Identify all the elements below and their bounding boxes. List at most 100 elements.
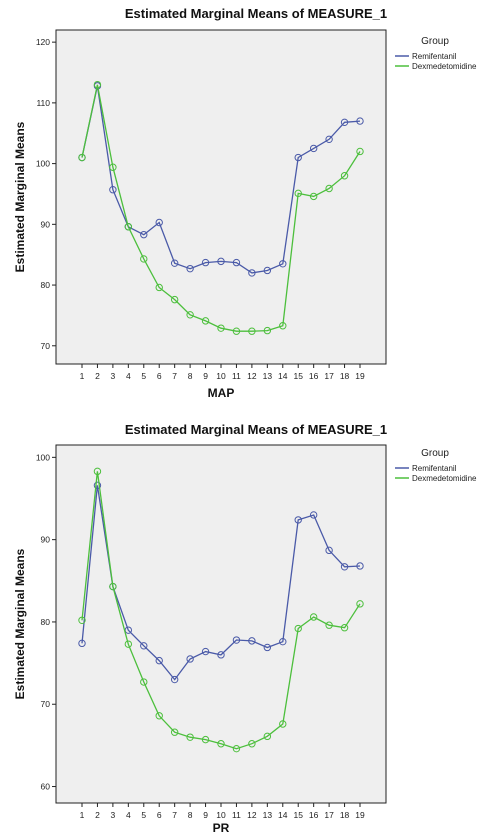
data-point: [340, 563, 349, 571]
series-line: [81, 485, 361, 681]
y-tick-label: 60: [41, 782, 51, 792]
y-tick-label: 70: [41, 699, 51, 709]
x-tick-label: 12: [247, 371, 257, 381]
data-point: [140, 230, 148, 239]
data-point: [109, 163, 117, 171]
data-point: [263, 326, 272, 335]
data-point: [109, 186, 117, 194]
x-tick-label: 16: [309, 371, 319, 381]
data-point: [93, 80, 102, 89]
series-line: [81, 471, 361, 750]
data-point: [294, 624, 302, 633]
data-point: [279, 720, 287, 728]
series-line: [81, 84, 361, 332]
x-tick-label: 10: [216, 371, 226, 381]
x-tick-label: 15: [293, 810, 303, 820]
data-point: [140, 255, 148, 263]
y-tick-label: 80: [41, 280, 51, 290]
y-tick-label: 90: [41, 535, 51, 545]
data-point: [248, 637, 256, 645]
data-point: [201, 647, 210, 656]
data-point: [170, 259, 179, 267]
x-tick-label: 7: [172, 810, 177, 820]
data-point: [309, 613, 318, 621]
x-tick-label: 18: [340, 371, 350, 381]
data-point: [155, 712, 163, 720]
y-tick-label: 90: [41, 219, 51, 229]
y-tick-label: 100: [36, 452, 50, 462]
data-point: [309, 192, 318, 201]
x-tick-label: 5: [141, 810, 146, 820]
x-tick-label: 13: [263, 810, 273, 820]
data-point: [124, 223, 133, 231]
y-tick-label: 100: [36, 159, 50, 169]
data-point: [232, 327, 241, 335]
chart-map-svg: Estimated Marginal Means of MEASURE_1 70…: [13, 6, 477, 400]
legend-title: Group: [421, 448, 449, 459]
data-point: [232, 636, 241, 644]
x-tick-label: 6: [157, 810, 162, 820]
chart-title: Estimated Marginal Means of MEASURE_1: [125, 6, 387, 21]
data-point: [263, 643, 272, 652]
data-point: [356, 147, 364, 156]
x-tick-label: 11: [232, 810, 241, 820]
legend-label: Remifentanil: [412, 464, 457, 473]
y-tick-label: 110: [36, 98, 50, 108]
data-point: [356, 600, 364, 608]
data-point: [217, 324, 225, 332]
x-tick-label: 1: [80, 371, 85, 381]
data-point: [217, 740, 225, 748]
data-point: [201, 735, 210, 744]
data-point: [186, 733, 194, 741]
x-tick-label: 10: [216, 810, 226, 820]
x-tick-label: 3: [111, 371, 116, 381]
x-tick-label: 14: [278, 810, 288, 820]
x-tick-label: 4: [126, 371, 131, 381]
data-point: [325, 184, 333, 193]
data-point: [170, 295, 179, 304]
data-point: [140, 642, 148, 650]
data-point: [232, 258, 241, 267]
y-tick-label: 80: [41, 617, 51, 627]
plot-area: [55, 444, 387, 804]
x-tick-label: 13: [263, 371, 273, 381]
x-tick-label: 14: [278, 371, 288, 381]
data-point: [201, 258, 210, 267]
data-point: [340, 624, 349, 632]
y-tick-label: 120: [36, 37, 50, 47]
x-tick-label: 2: [95, 810, 100, 820]
data-point: [170, 728, 179, 736]
x-tick-label: 19: [355, 371, 365, 381]
data-point: [186, 264, 194, 273]
data-point: [263, 266, 272, 275]
data-point: [356, 562, 364, 570]
x-tick-label: 17: [324, 810, 334, 820]
x-tick-label: 12: [247, 810, 257, 820]
y-axis-label: Estimated Marginal Means: [13, 121, 27, 272]
chart-pr-svg: Estimated Marginal Means of MEASURE_1 60…: [13, 422, 477, 835]
data-point: [294, 516, 302, 524]
y-axis-label: Estimated Marginal Means: [13, 548, 27, 699]
x-tick-label: 3: [111, 810, 116, 820]
data-point: [186, 655, 194, 663]
data-point: [279, 260, 287, 268]
data-point: [155, 283, 163, 292]
data-point: [325, 621, 333, 629]
x-tick-label: 11: [232, 371, 241, 381]
data-point: [155, 656, 163, 665]
x-tick-label: 5: [141, 371, 146, 381]
data-point: [309, 144, 318, 153]
x-tick-label: 15: [293, 371, 303, 381]
data-point: [93, 481, 102, 490]
x-tick-label: 16: [309, 810, 319, 820]
data-point: [325, 546, 333, 555]
x-tick-label: 7: [172, 371, 177, 381]
data-point: [93, 467, 102, 476]
x-tick-label: 1: [80, 810, 85, 820]
legend-title: Group: [421, 36, 449, 47]
x-tick-label: 8: [188, 371, 193, 381]
data-point: [294, 189, 302, 198]
data-point: [248, 327, 256, 335]
data-point: [78, 616, 86, 624]
x-tick-label: 9: [203, 371, 208, 381]
